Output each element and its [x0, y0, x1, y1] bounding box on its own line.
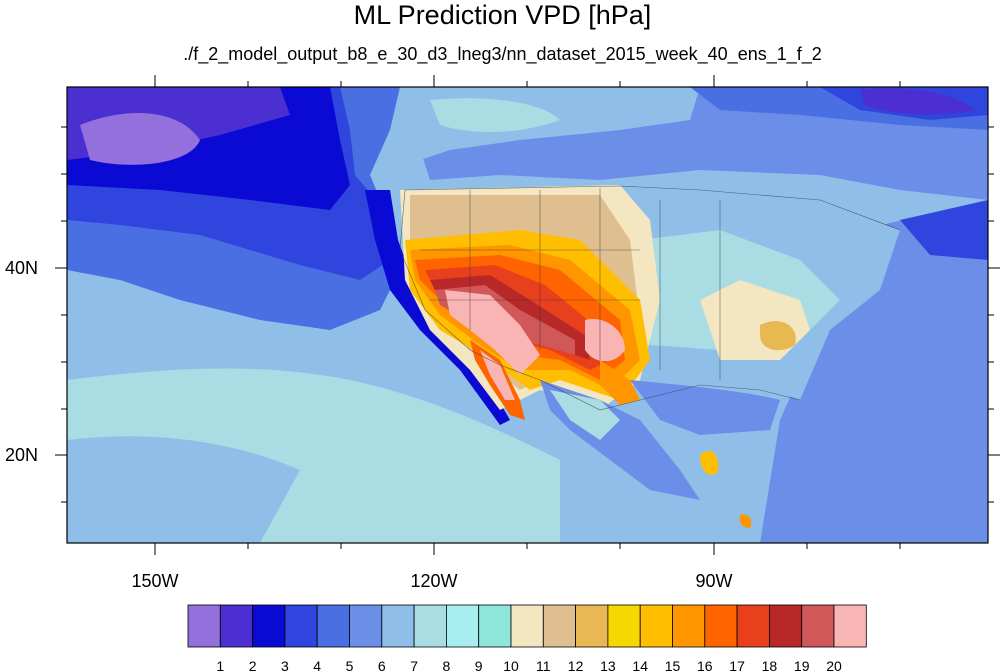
colorbar-swatch	[445, 604, 480, 648]
colorbar-label: 17	[729, 658, 745, 672]
colorbar-swatch	[252, 604, 286, 648]
colorbar-swatch	[639, 604, 673, 648]
colorbar-swatch	[284, 604, 318, 648]
colorbar-swatch	[704, 604, 738, 648]
colorbar-swatch	[316, 604, 350, 648]
colorbar-label: 1	[216, 658, 224, 672]
colorbar-label: 9	[475, 658, 483, 672]
colorbar-label: 4	[313, 658, 321, 672]
lon-label-150w: 150W	[131, 571, 178, 591]
colorbar-swatch	[672, 604, 706, 648]
lon-label-90w: 90W	[695, 571, 732, 591]
axis-ticks	[55, 75, 1000, 555]
colorbar-label: 5	[346, 658, 354, 672]
colorbar-label: 16	[697, 658, 713, 672]
colorbar-label: 20	[826, 658, 842, 672]
lat-label-20n: 20N	[5, 445, 38, 465]
colorbar-swatch	[219, 604, 254, 648]
colorbar-swatch	[542, 604, 576, 648]
colorbar-swatch	[607, 604, 641, 648]
colorbar-swatch	[833, 604, 867, 648]
colorbar-label: 10	[503, 658, 519, 672]
colorbar-swatch	[413, 604, 447, 648]
colorbar-label: 18	[762, 658, 778, 672]
lat-label-40n: 40N	[5, 258, 38, 278]
colorbar-label: 12	[568, 658, 584, 672]
colorbar-label: 8	[443, 658, 451, 672]
map-subtitle: ./f_2_model_output_b8_e_30_d3_lneg3/nn_d…	[183, 44, 822, 64]
colorbar-swatch	[478, 604, 512, 648]
colorbar-swatch	[801, 604, 835, 648]
colorbar-swatch	[187, 604, 221, 648]
colorbar-label: 13	[600, 658, 616, 672]
colorbar-swatch	[510, 604, 544, 648]
map-title: ML Prediction VPD [hPa]	[353, 0, 652, 30]
colorbar-swatch	[381, 604, 415, 648]
colorbar-swatch	[575, 604, 609, 648]
colorbar-label: 3	[281, 658, 289, 672]
colorbar-label: 6	[378, 658, 386, 672]
colorbar-swatch	[736, 604, 770, 648]
colorbar-label: 19	[794, 658, 810, 672]
colorbar-swatch	[769, 604, 803, 648]
colorbar	[187, 604, 867, 648]
lon-label-120w: 120W	[410, 571, 457, 591]
colorbar-label: 11	[536, 658, 551, 672]
vpd-field	[67, 87, 988, 543]
colorbar-label: 15	[665, 658, 681, 672]
colorbar-label: 2	[249, 658, 257, 672]
colorbar-label: 7	[410, 658, 418, 672]
colorbar-swatch	[349, 604, 383, 648]
colorbar-labels: 1 2 3 4 5 6 7 8 9 10 11 12 13 14 15 16 17 18 19 20	[216, 658, 842, 672]
colorbar-label: 14	[632, 658, 648, 672]
